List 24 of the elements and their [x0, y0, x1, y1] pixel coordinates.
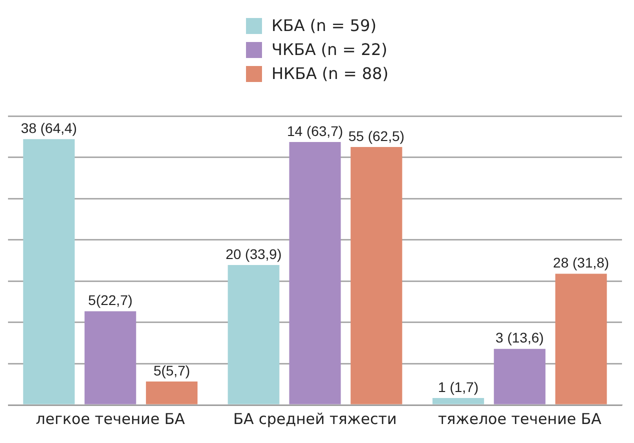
data-label: 5(5,7) — [153, 362, 190, 378]
data-label: 38 (64,4) — [20, 120, 77, 136]
x-tick-label: тяжелое течение БА — [438, 410, 602, 428]
legend-label: КБА (n = 59) — [272, 16, 376, 35]
bar — [350, 146, 402, 404]
legend-label: ЧКБА (n = 22) — [272, 40, 388, 59]
data-label: 55 (62,5) — [348, 128, 404, 144]
bar — [432, 398, 484, 404]
bar — [555, 274, 607, 404]
data-label: 5(22,7) — [88, 292, 133, 308]
data-label: 3 (13,6) — [496, 330, 544, 346]
bar — [23, 139, 75, 404]
data-label: 1 (1,7) — [438, 378, 478, 395]
x-tick-label: БА средней тяжести — [233, 410, 397, 428]
data-label: 28 (31,8) — [553, 254, 610, 271]
data-label: 20 (33,9) — [226, 246, 282, 262]
x-tick-label: легкое течение БА — [36, 410, 186, 428]
bar — [289, 142, 341, 404]
legend-label: НКБА (n = 88) — [272, 64, 388, 83]
data-label: 14 (63,7) — [286, 122, 344, 139]
bar — [228, 265, 280, 404]
bar — [146, 381, 198, 404]
bar — [84, 311, 136, 404]
bar — [494, 348, 546, 404]
